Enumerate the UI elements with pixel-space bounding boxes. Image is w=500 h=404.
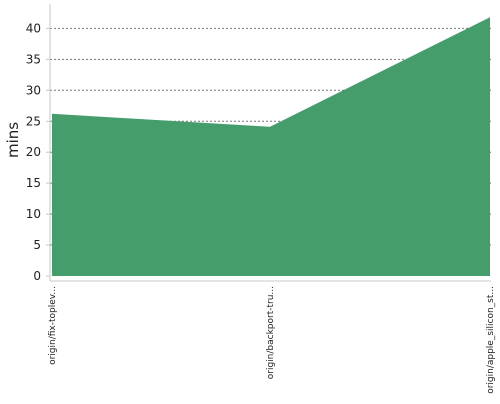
area-fill <box>52 17 490 276</box>
x-tick-labels: origin/fix-toplev... origin/backport-tru.… <box>48 286 496 394</box>
area-series <box>52 17 490 276</box>
y-tick-label: 10 <box>26 207 41 221</box>
y-tick-label: 0 <box>33 269 41 283</box>
x-tick-label: origin/backport-tru... <box>266 286 276 379</box>
y-tick-label: 25 <box>26 114 41 128</box>
y-tick-label: 40 <box>26 21 41 35</box>
y-tick-label: 35 <box>26 52 41 66</box>
y-tick-label: 20 <box>26 145 41 159</box>
y-axis-label: mins <box>4 122 22 158</box>
x-tick-label: origin/apple_silicon_st... <box>486 286 496 394</box>
y-tick-label: 15 <box>26 176 41 190</box>
y-tick-label: 30 <box>26 83 41 97</box>
x-tick-label: origin/fix-toplev... <box>48 286 58 365</box>
y-tick-label: 5 <box>33 238 41 252</box>
y-tick-labels: 0 5 10 15 20 25 30 35 40 <box>26 21 41 283</box>
